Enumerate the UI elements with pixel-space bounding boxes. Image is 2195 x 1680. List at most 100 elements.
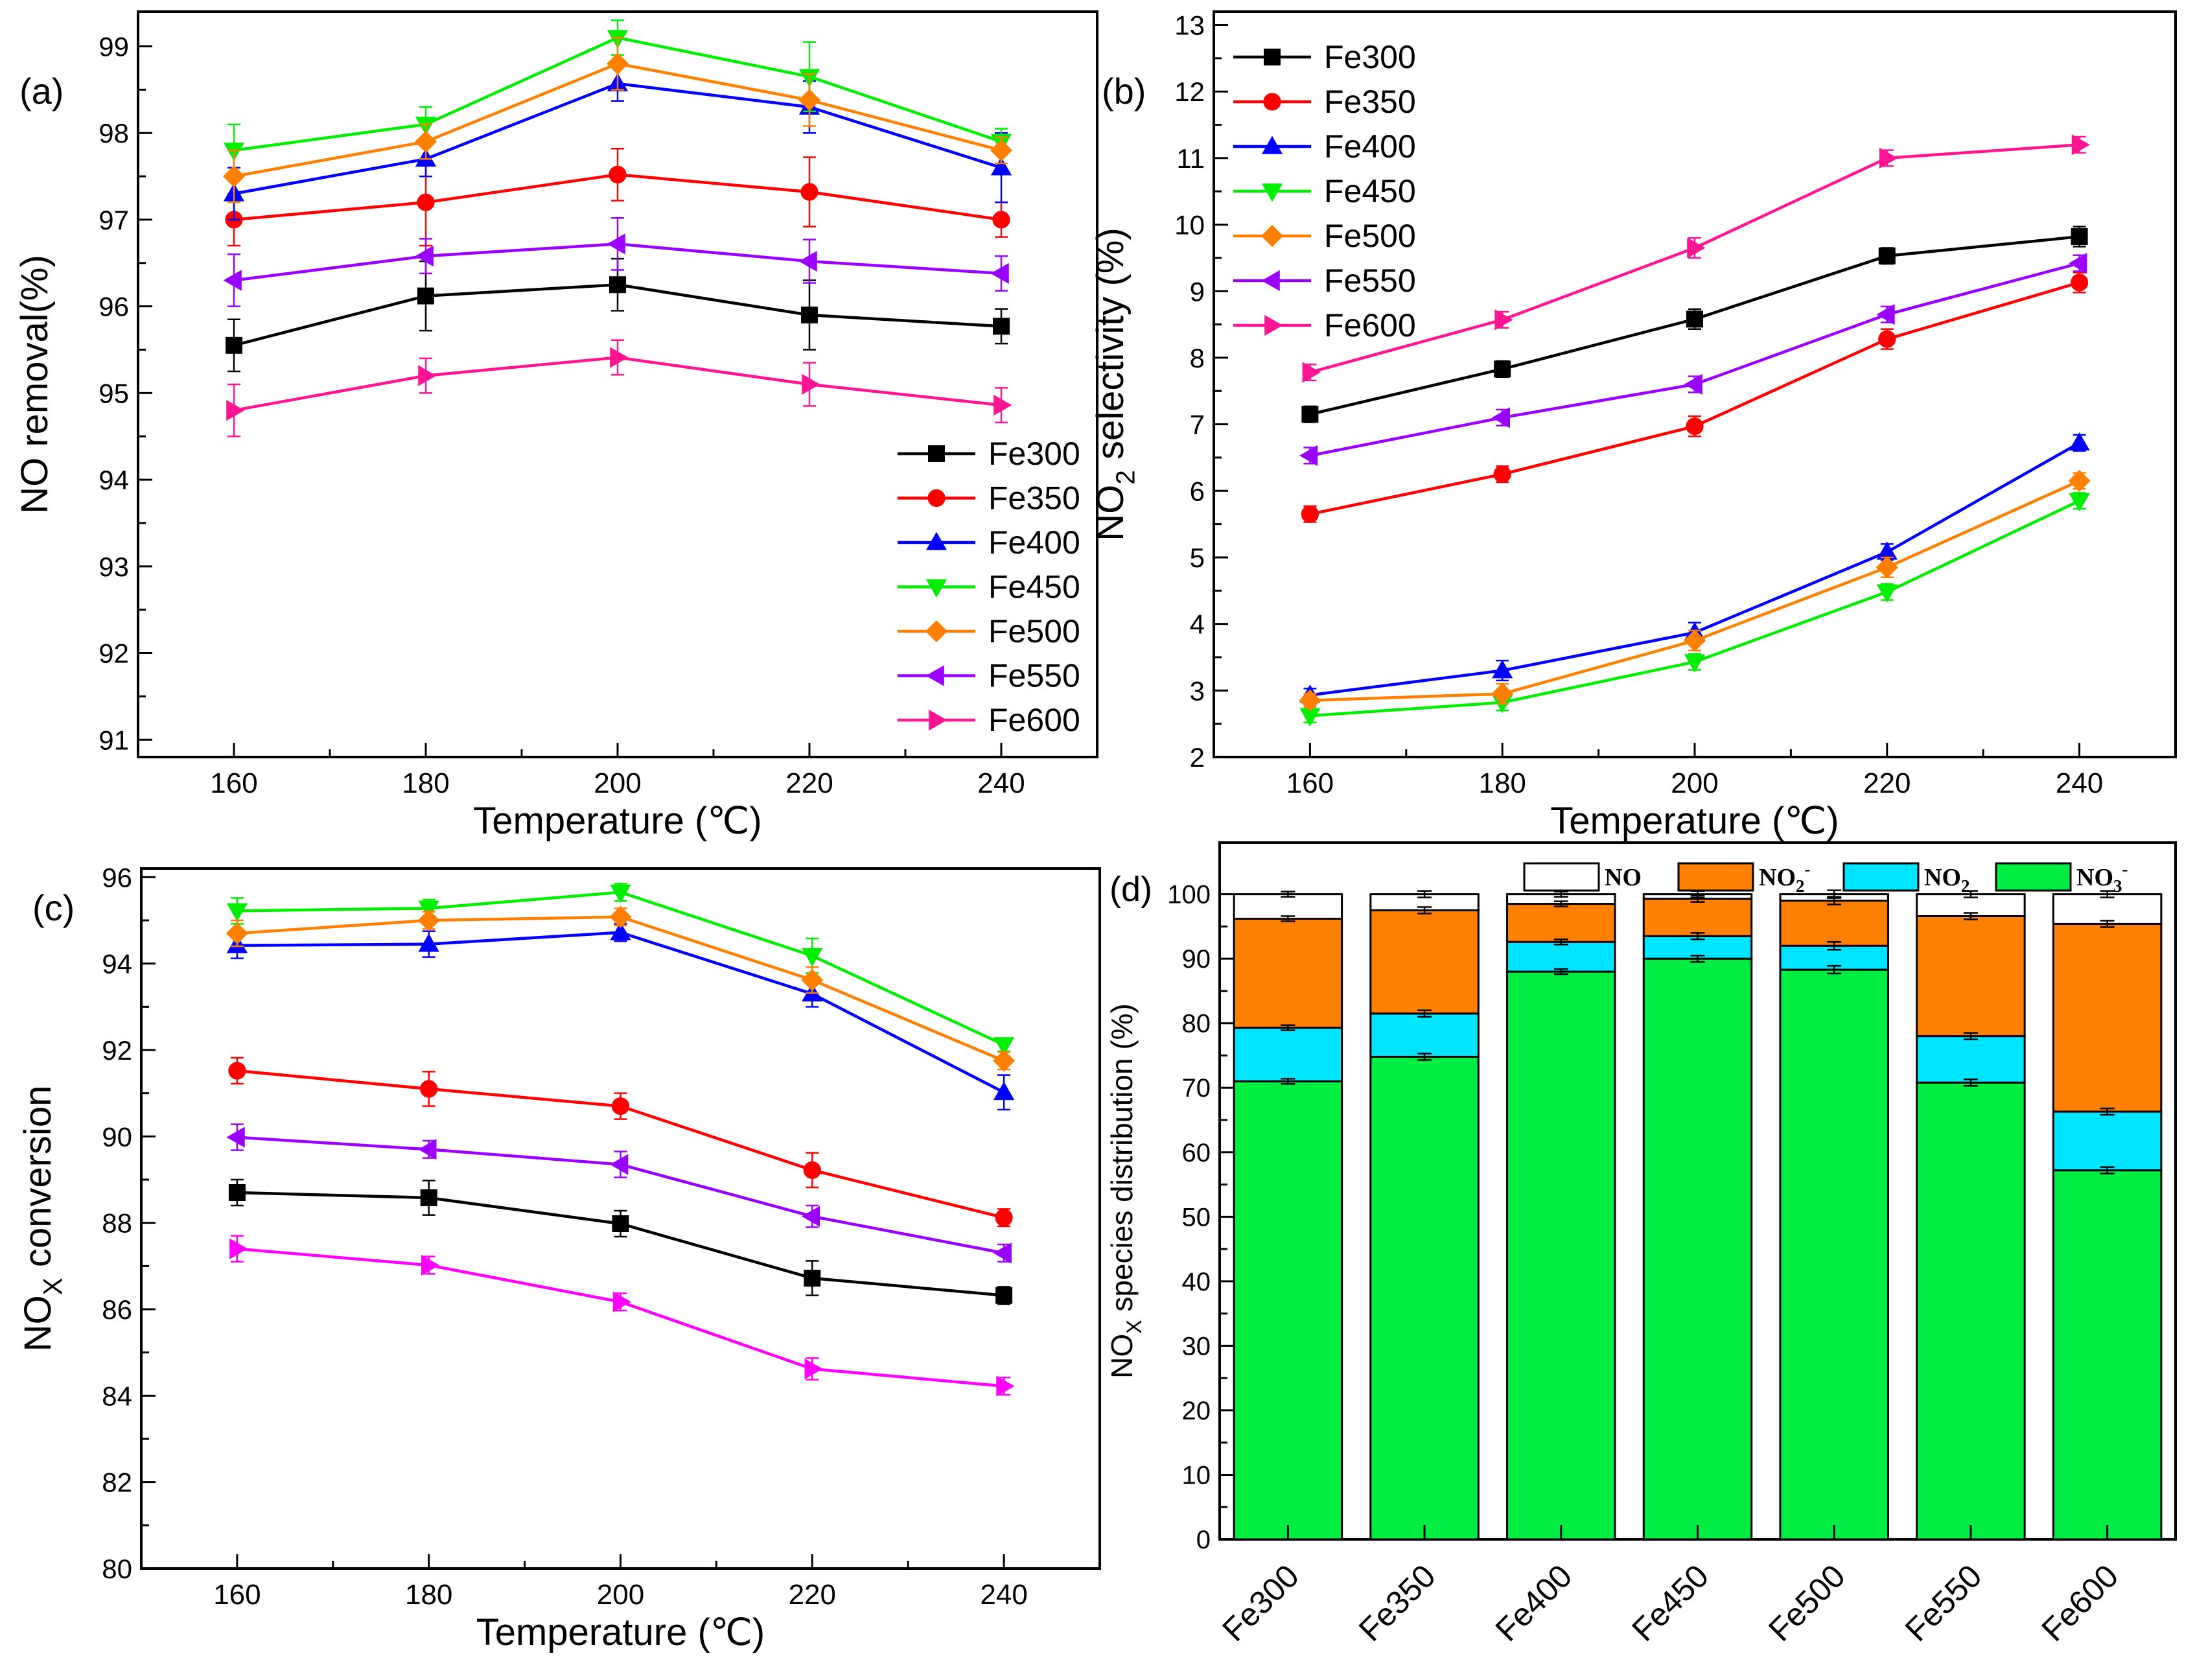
data-point: [804, 1270, 821, 1287]
data-point: [995, 1209, 1013, 1227]
data-point: [1684, 654, 1706, 673]
bar-segment-NO2-: [1506, 903, 1616, 943]
legend-marker: [1261, 135, 1283, 154]
data-point: [993, 318, 1010, 335]
y-tick-label: 13: [1174, 10, 1205, 41]
data-point: [1494, 360, 1511, 378]
series-Fe550: [226, 1123, 1012, 1264]
data-point: [1876, 584, 1898, 603]
y-tick-label: 80: [102, 1554, 132, 1584]
data-point: [993, 1081, 1015, 1101]
y-axis-label: NOX conversion: [17, 1086, 67, 1352]
y-tick-label: 98: [99, 118, 129, 148]
data-point: [2069, 493, 2090, 512]
y-tick-label: 94: [102, 949, 132, 979]
series-Fe300: [228, 1178, 1013, 1305]
y-tick-label: 2: [1190, 742, 1205, 773]
data-point: [803, 1161, 821, 1179]
x-tick-label: Fe350: [1352, 1558, 1443, 1648]
x-tick-label: Fe550: [1898, 1558, 1989, 1648]
legend-marker: [925, 579, 947, 598]
data-point: [1302, 362, 1321, 383]
y-axis-label-main: NO: [1089, 485, 1132, 541]
legend-label: Fe550: [1324, 262, 1416, 299]
series-Fe550: [223, 217, 1009, 307]
x-axis-label: Temperature (℃): [1550, 800, 1839, 842]
data-point: [1687, 237, 1706, 259]
y-tick-label: 91: [99, 725, 129, 755]
x-tick-label: 220: [1863, 767, 1910, 799]
y-tick-label: 95: [99, 378, 129, 408]
bar-segment-NO3-: [1506, 970, 1616, 1541]
y-axis-label-sub: X: [38, 1278, 67, 1295]
series-Fe600: [226, 339, 1012, 438]
panel-label: (b): [1102, 71, 1146, 111]
legend-marker: [929, 709, 947, 731]
legend-label: Fe300: [988, 436, 1080, 472]
bar-segment-NO3-: [1779, 968, 1889, 1541]
data-point: [802, 373, 820, 395]
data-point: [418, 365, 437, 386]
x-axis-label: Temperature (℃): [476, 1611, 765, 1653]
y-axis-label-rest: selectivity (%): [1089, 228, 1132, 470]
series-Fe350: [225, 148, 1010, 247]
series-Fe350: [228, 1056, 1013, 1228]
y-tick-label: 86: [102, 1294, 132, 1325]
y-tick-label: 7: [1190, 410, 1205, 440]
data-point: [417, 193, 435, 211]
bar-segment-NO2: [1506, 940, 1616, 973]
legend-label: Fe400: [1324, 128, 1416, 165]
series-line: [237, 1191, 1005, 1297]
data-point: [801, 1206, 820, 1227]
bar-Fe350: [1369, 890, 1480, 1541]
legend-label: Fe300: [1324, 39, 1416, 75]
legend-label: NO3-: [2076, 859, 2128, 896]
data-point: [611, 1097, 630, 1115]
bar-segment-NO3-: [1642, 957, 1753, 1541]
data-point: [1493, 465, 1511, 484]
legend-swatch-NO2-: [1677, 862, 1754, 892]
y-tick-label: 92: [99, 638, 129, 669]
data-point: [1301, 406, 1319, 423]
data-point: [2071, 274, 2089, 292]
bar-Fe550: [1916, 890, 2026, 1541]
legend-swatch-NO: [1523, 862, 1600, 892]
legend-label-main: NO: [1605, 864, 1642, 891]
y-tick-label: 96: [102, 862, 132, 892]
x-axis-label: Temperature (℃): [473, 800, 761, 842]
bar-Fe500: [1779, 889, 1889, 1541]
data-point: [226, 399, 245, 421]
data-point: [229, 1238, 248, 1259]
legend: NO NO2- NO2 NO3-: [1523, 859, 2128, 896]
data-point: [1301, 505, 1319, 523]
data-point: [1686, 310, 1703, 328]
x-tick-label: 220: [785, 767, 833, 799]
y-tick-label: 10: [1182, 1461, 1211, 1489]
legend-label: Fe350: [988, 480, 1080, 517]
x-tick-label: 180: [402, 767, 449, 799]
data-point: [993, 1049, 1016, 1072]
y-axis-label: NO2 selectivity (%): [1089, 228, 1140, 541]
y-tick-label: 96: [99, 292, 129, 322]
data-point: [609, 276, 626, 294]
y-axis-label-main: NO: [1105, 1334, 1139, 1379]
legend-label: Fe600: [1324, 307, 1416, 344]
data-point: [415, 245, 434, 267]
data-point: [801, 968, 824, 992]
y-tick-label: 84: [102, 1381, 132, 1411]
y-tick-label: 88: [102, 1208, 132, 1239]
bar-Fe400: [1506, 891, 1616, 1541]
bar-segment-NO2: [1916, 1035, 2026, 1084]
x-tick-label: Fe300: [1215, 1558, 1306, 1648]
data-point: [612, 1291, 631, 1312]
y-tick-label: 70: [1182, 1074, 1211, 1102]
series-Fe600: [229, 1235, 1015, 1397]
legend-label-sub: 2: [1796, 876, 1805, 896]
legend-marker: [1264, 314, 1283, 336]
series-Fe500: [222, 36, 1013, 204]
data-point: [2069, 253, 2087, 274]
data-point: [417, 287, 434, 305]
data-point: [222, 165, 246, 188]
data-point: [1876, 556, 1898, 579]
